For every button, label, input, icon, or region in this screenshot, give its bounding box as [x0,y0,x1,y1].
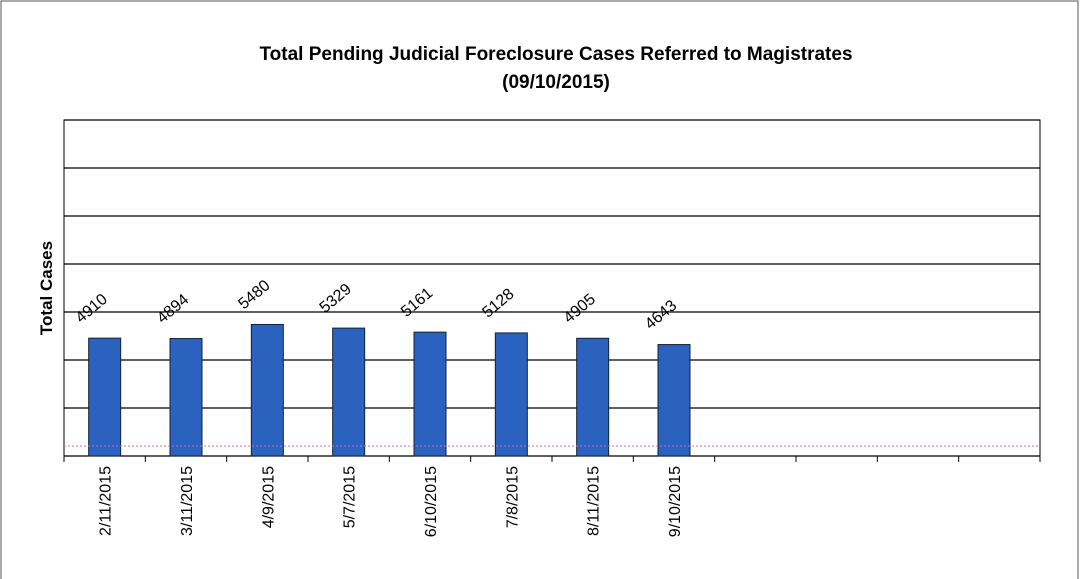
plot-area [63,119,1041,457]
chart-title: Total Pending Judicial Foreclosure Cases… [259,44,852,65]
bar [413,331,447,457]
data-label: 5480 [235,277,273,313]
data-label: 4905 [561,291,599,327]
bar [250,323,284,457]
y-axis-label: Total Cases [37,241,56,335]
data-label: 5329 [317,281,355,317]
x-tick-label: 2/11/2015 [98,466,115,536]
x-tick-label: 5/7/2015 [342,466,359,528]
bar [88,337,122,457]
data-label: 4894 [154,291,192,327]
bar [169,338,203,457]
data-label: 5161 [398,285,436,321]
bar [657,344,691,457]
chart-subtitle: (09/10/2015) [502,72,610,93]
bar [332,327,366,457]
bar [494,332,528,457]
data-label: 5128 [479,285,517,321]
data-label: 4910 [73,291,111,327]
data-label: 4643 [642,297,680,333]
x-tick-label: 7/8/2015 [504,466,521,528]
x-tick-label: 3/11/2015 [179,466,196,536]
x-tick-label: 6/10/2015 [423,466,440,537]
bar [576,337,610,457]
x-tick-label: 4/9/2015 [260,466,277,528]
x-tick-label: 8/11/2015 [586,466,603,536]
x-tick-label: 9/10/2015 [667,466,684,537]
